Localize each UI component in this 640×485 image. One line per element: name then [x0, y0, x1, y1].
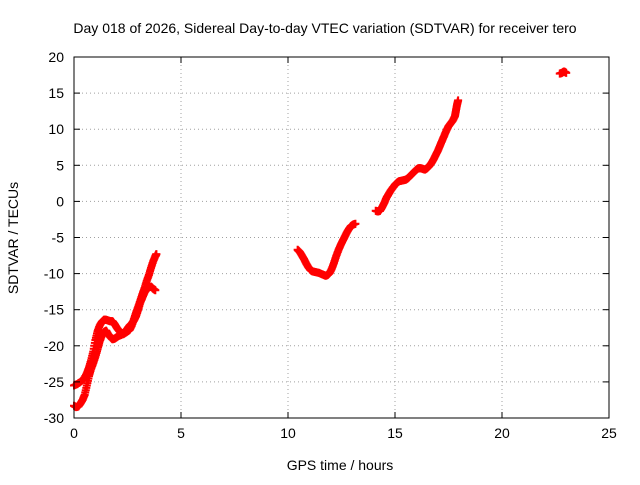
x-tick-label: 0: [70, 425, 78, 441]
series-5: [555, 67, 571, 78]
y-axis-label: SDTVAR / TECUs: [5, 182, 21, 294]
y-tick-label: -5: [52, 230, 65, 246]
y-tick-label: 20: [48, 49, 64, 65]
data-point-interp: [561, 68, 570, 77]
x-tick-label: 5: [177, 425, 185, 441]
y-tick-label: -20: [44, 338, 64, 354]
data-point-interp: [350, 219, 359, 228]
data-point-interp: [86, 358, 95, 367]
y-tick-label: -10: [44, 266, 64, 282]
data-point-interp: [82, 383, 91, 392]
data-point-interp: [88, 349, 97, 358]
y-tick-label: 15: [48, 85, 64, 101]
x-tick-label: 20: [494, 425, 510, 441]
y-tick-label: -15: [44, 302, 64, 318]
series-3: [293, 219, 360, 280]
series-4: [371, 96, 463, 216]
chart-title: Day 018 of 2026, Sidereal Day-to-day VTE…: [73, 20, 576, 36]
grid-lines: [74, 57, 609, 418]
x-axis-label: GPS time / hours: [287, 457, 394, 473]
data-point-interp: [152, 250, 161, 259]
y-tick-label: -30: [44, 410, 64, 426]
data-points: [70, 67, 571, 412]
x-tick-label: 15: [387, 425, 403, 441]
y-tick-label: 10: [48, 121, 64, 137]
y-tick-label: -25: [44, 374, 64, 390]
x-tick-label: 10: [280, 425, 296, 441]
y-tick-label: 0: [56, 193, 64, 209]
data-point-interp: [90, 338, 99, 347]
axis-ticks: [73, 56, 610, 419]
data-point-interp: [150, 285, 159, 294]
y-tick-label: 5: [56, 157, 64, 173]
tick-labels: 0 5 10 15 20 25 20 15 10 5 0 -5 -10 -15 -20 -25 -30: [44, 49, 617, 441]
x-tick-label: 25: [601, 425, 617, 441]
data-point-interp: [453, 97, 462, 106]
